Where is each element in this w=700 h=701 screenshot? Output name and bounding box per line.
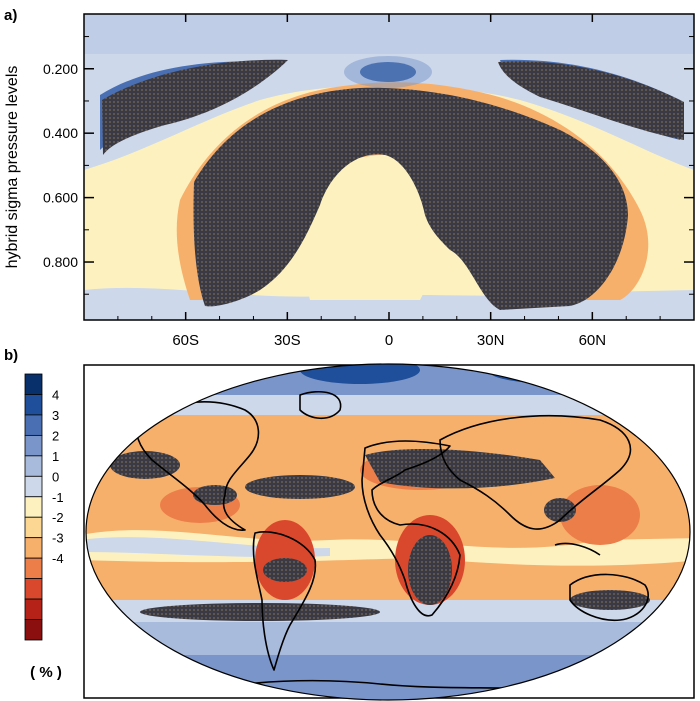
colorbar-swatch: [24, 394, 43, 416]
colorbar-unit: ( % ): [30, 664, 62, 681]
x-tick-label: 0: [385, 332, 393, 349]
colorbar-swatch: [24, 414, 43, 436]
panel-a-label: a): [4, 7, 17, 24]
colorbar-tick-label: 0: [52, 469, 59, 484]
y-tick-label: 0.800: [43, 254, 78, 270]
panel-a-ylabel: hybrid sigma pressure levels: [4, 66, 21, 269]
colorbar-tick-label: 3: [52, 408, 59, 423]
x-tick-label: 60S: [172, 332, 199, 349]
panel-a-stipple-main: [193, 87, 628, 311]
y-tick-label: 0.600: [43, 190, 78, 206]
x-tick-label: 30S: [274, 332, 301, 349]
colorbar-swatch: [24, 598, 43, 620]
colorbar-tick-label: -3: [52, 531, 64, 546]
y-tick-label: 0.400: [43, 125, 78, 141]
colorbar-swatch: [24, 516, 43, 539]
colorbar-swatch: [24, 619, 43, 641]
panel-a-field: [84, 14, 694, 320]
colorbar-swatch: [24, 578, 43, 600]
colorbar-tick-label: -4: [52, 551, 64, 566]
colorbar-tick-label: -2: [52, 510, 64, 525]
colorbar-swatch: [24, 434, 43, 457]
colorbar-tick-label: 2: [52, 428, 59, 443]
panel-b-stipple: [110, 448, 650, 621]
panel-a-stipple-left: [102, 59, 288, 155]
x-tick-label: 30N: [477, 332, 505, 349]
x-tick-label: 60N: [579, 332, 607, 349]
colorbar-tick-label: 4: [52, 387, 59, 402]
panel-b-map-border: [85, 363, 691, 701]
panel-b-map: [86, 364, 690, 700]
colorbar-swatch: [24, 496, 43, 518]
colorbar-swatch: [24, 557, 43, 580]
colorbar-tick-label: -1: [52, 490, 64, 505]
colorbar-swatch: [24, 537, 43, 559]
panel-a-axes: 60S 30S 0 30N 60N 0.200 0.400 0.600 0.800: [43, 14, 694, 349]
colorbar-swatch: [24, 475, 43, 498]
colorbar-swatch: [24, 373, 43, 395]
panel-a-stipple-right: [498, 61, 684, 140]
panel-b-label: b): [4, 347, 18, 364]
colorbar: 4 3 2 1 0 -1 -2 -3 -4: [24, 373, 64, 641]
colorbar-swatch: [24, 455, 43, 477]
colorbar-tick-label: 1: [52, 449, 59, 464]
y-tick-label: 0.200: [43, 61, 78, 77]
